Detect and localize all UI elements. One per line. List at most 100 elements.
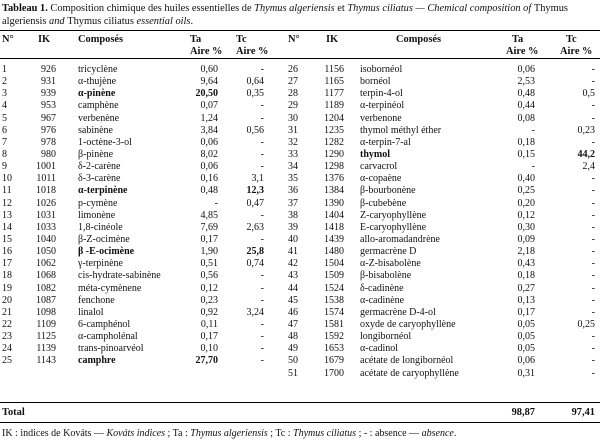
table-cell-ik: 1439 [324, 233, 344, 245]
table-cell-ta: 0,51 [200, 258, 219, 270]
table-cell-ik: 1189 [324, 100, 344, 112]
left-ta-column: 0,60 9,64 20,50 0,07 1,24 3,84 0,06 8,02 0,06 0,1… [190, 64, 219, 368]
caption-text-en: — Chemical composition of [412, 3, 534, 14]
table-cell-ta: 0,17 [517, 306, 536, 318]
table-cell-name: 6-camphénol [78, 318, 131, 330]
table-cell-ta: 0,06 [200, 161, 219, 173]
table-cell-ik: 1390 [324, 197, 344, 209]
total-top-rule [0, 402, 600, 403]
table-cell-ta: 9,64 [200, 76, 219, 88]
table-cell-name: δ-3-carène [78, 173, 121, 185]
table-cell-tc: - [260, 294, 264, 306]
table-cell-n: 49 [288, 343, 298, 355]
table-cell-ta: 0,18 [517, 136, 536, 148]
table-cell-n: 5 [2, 112, 7, 124]
total-ta: 98,87 [511, 407, 535, 418]
table-cell-n: 8 [2, 148, 7, 160]
table-cell-tc: - [591, 270, 595, 282]
table-cell-name: camphre [78, 355, 116, 367]
table-cell-n: 27 [288, 76, 298, 88]
table-cell-ta: 0,13 [517, 294, 536, 306]
table-cell-ik: 1404 [324, 209, 344, 221]
table-cell-name: acétate de caryophyllène [360, 367, 459, 379]
header-tc-area: Aire % [560, 46, 593, 57]
table-cell-tc: - [591, 100, 595, 112]
table-cell-ta: 0,12 [200, 282, 219, 294]
table-cell-ta: 0,48 [200, 185, 219, 197]
table-cell-name: bornéol [360, 76, 391, 88]
header-num: N° [288, 34, 300, 45]
table-cell-ta: 0,10 [200, 343, 219, 355]
table-cell-ta: 0,05 [517, 331, 536, 343]
table-cell-n: 29 [288, 100, 298, 112]
table-cell-ta: 0,31 [517, 367, 536, 379]
table-cell-n: 15 [2, 233, 12, 245]
table-cell-n: 38 [288, 209, 298, 221]
table-cell-ik: 1087 [36, 294, 56, 306]
table-cell-n: 39 [288, 221, 298, 233]
table-cell-n: 25 [2, 355, 12, 367]
table-cell-tc: 0,64 [246, 76, 265, 88]
table-cell-name: α-pinène [78, 88, 116, 100]
table-cell-name: β-cubebène [360, 197, 407, 209]
table-cell-name: β-pinène [78, 148, 114, 160]
table-cell-ik: 1282 [324, 136, 344, 148]
table-cell-tc: - [591, 233, 595, 245]
table-cell-n: 42 [288, 258, 298, 270]
table-cell-tc: - [591, 136, 595, 148]
table-cell-name: β-bisabolène [360, 270, 412, 282]
table-cell-name: méta-cymènene [78, 282, 142, 294]
table-cell-ik: 1001 [36, 161, 56, 173]
right-ik-column: 1156 1165 1177 1189 1204 1235 1282 1290 1298 1376… [316, 64, 344, 380]
table-bottom-rule [0, 422, 600, 423]
right-compound-column: isobornéol bornéol terpin-4-ol α-terpinéol v… [360, 64, 502, 380]
table-cell-tc: - [260, 233, 264, 245]
table-cell-name: verbenène [78, 112, 120, 124]
table-cell-ik: 1524 [324, 282, 344, 294]
right-number-column: 26 27 28 29 30 31 32 33 34 35 36 37 38 39 40 41 42 43 44 45… [288, 64, 308, 380]
table-cell-name: oxyde de caryophyllène [360, 318, 456, 330]
table-cell-ta: 0,30 [517, 221, 536, 233]
table-cell-tc: - [591, 112, 595, 124]
table-cell-tc: - [591, 209, 595, 221]
table-cell-ta: 0,12 [517, 209, 536, 221]
table-cell-n: 2 [2, 76, 7, 88]
table-cell-name: germacrène D [360, 246, 417, 258]
table-cell-name: cis-hydrate-sabinène [78, 270, 161, 282]
caption-text-en: and [46, 16, 68, 27]
table-cell-name: δ-2-carène [78, 161, 121, 173]
table-cell-tc: - [591, 367, 595, 379]
table-cell-ik: 1125 [36, 331, 56, 343]
footnote-text-en: Kováts indices [106, 428, 166, 439]
table-cell-ik: 1298 [324, 161, 344, 173]
footnote-text: ; Tc : [267, 428, 294, 439]
table-cell-tc: - [260, 270, 264, 282]
table-cell-ta: 0,23 [200, 294, 219, 306]
total-label: Total [2, 407, 25, 418]
table-cell-tc: - [260, 100, 264, 112]
table-cell-ik: 1504 [324, 258, 344, 270]
table-cell-tc: - [591, 306, 595, 318]
table-cell-tc: - [591, 343, 595, 355]
table-cell-ta: 0,05 [517, 318, 536, 330]
table-cell-n: 30 [288, 112, 298, 124]
table-cell-tc: - [591, 282, 595, 294]
table-cell-name: trans-pinoarvéol [78, 343, 144, 355]
table-cell-tc: 2,63 [246, 221, 265, 233]
table-cell-tc: 0,74 [246, 258, 265, 270]
table-cell-ik: 967 [41, 112, 56, 124]
caption-text: et [334, 3, 348, 14]
table-cell-ta: 0,08 [517, 112, 536, 124]
table-caption: Tableau 1. Composition chimique des huil… [2, 2, 598, 28]
total-tc: 97,41 [571, 407, 595, 418]
table-cell-n: 36 [288, 185, 298, 197]
table-cell-n: 34 [288, 161, 298, 173]
table-cell-name: linalol [78, 306, 104, 318]
table-cell-n: 45 [288, 294, 298, 306]
table-cell-name: sabinène [78, 124, 113, 136]
table-cell-name: β -E-ocimène [78, 246, 135, 258]
table-cell-n: 41 [288, 246, 298, 258]
table-cell-ik: 1384 [324, 185, 344, 197]
header-ta: Ta [190, 34, 202, 45]
table-cell-ta: 0,17 [200, 331, 219, 343]
